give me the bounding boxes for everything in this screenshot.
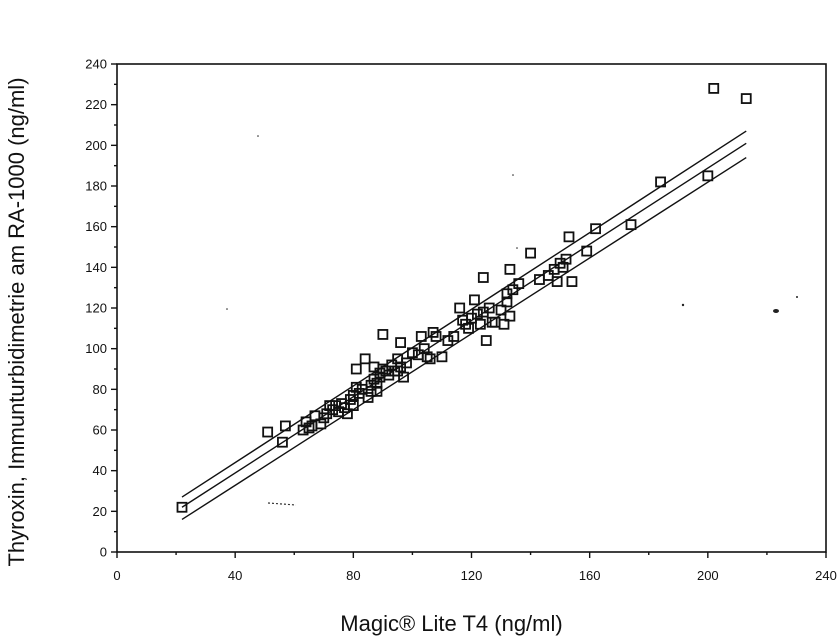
regression-line [181,156,747,521]
data-point [477,272,489,283]
data-point [176,501,188,513]
data-point [436,351,448,363]
data-point [472,308,483,320]
x-tick-label: 200 [697,568,719,583]
data-point [590,223,601,235]
data-point [507,284,519,296]
data-point [395,337,407,348]
y-tick-label: 40 [93,463,107,478]
regression-line [181,130,747,498]
data-point [407,347,418,359]
data-point [563,231,575,243]
data-point [513,278,525,290]
data-point [342,408,353,420]
data-point [495,304,507,316]
data-point [474,318,486,330]
scan-artifacts [226,135,798,506]
y-tick-label: 240 [85,57,107,72]
y-tick-label: 60 [93,423,107,438]
data-point [303,422,315,434]
y-axis-title-group: Thyroxin, Immunturbidimetrie am RA-1000 … [4,77,29,566]
data-point [362,392,374,403]
data-point [277,436,288,448]
data-point [542,270,554,281]
data-point [347,400,359,412]
data-point [448,331,460,342]
data-point [430,331,442,342]
data-point [480,335,492,346]
y-tick-label: 220 [85,97,107,112]
data-point [359,353,371,365]
data-point [551,276,563,287]
y-axis: 0 20 40 60 80 100 120 140 160 180 200 220 240 [85,57,117,560]
data-point [483,302,495,314]
y-tick-label: 80 [93,382,107,397]
y-tick-label: 200 [85,138,107,153]
y-tick-label: 20 [93,504,107,519]
data-point [525,247,536,259]
x-tick-label: 80 [346,568,360,583]
data-point [415,331,427,342]
data-point [279,420,291,432]
data-point [262,426,274,438]
data-point [365,379,377,391]
y-tick-label: 0 [100,545,107,560]
x-tick-label: 160 [579,568,601,583]
data-point [708,83,720,94]
data-point [424,353,436,365]
data-point [371,385,383,397]
x-tick-label: 240 [815,568,837,583]
data-point [377,329,389,340]
data-point [581,245,593,257]
data-point [655,176,666,188]
y-tick-label: 100 [85,341,107,356]
data-point [365,385,377,397]
y-tick-label: 180 [85,179,107,194]
data-point [504,263,516,275]
data-point [702,170,714,182]
data-point [625,219,637,231]
y-tick-label: 120 [85,301,107,316]
data-point [504,310,516,322]
x-axis-title: Magic® Lite T4 (ng/ml) [340,611,562,636]
x-axis: 0 40 80 120 160 200 240 [113,552,837,583]
data-point [469,294,480,306]
x-tick-label: 0 [113,568,120,583]
plot-frame [116,63,827,553]
data-point [740,93,752,104]
data-point [350,363,362,375]
data-point [463,322,474,334]
data-point [454,302,466,314]
data-points [176,83,752,513]
data-point [315,418,327,430]
y-tick-label: 160 [85,219,107,234]
data-point [421,351,433,363]
data-point [398,371,409,383]
y-tick-label: 140 [85,260,107,275]
data-point [401,357,412,369]
x-tick-label: 40 [228,568,242,583]
y-axis-title: Thyroxin, Immunturbidimetrie am RA-1000 … [4,77,29,566]
data-point [566,276,578,287]
x-tick-label: 120 [461,568,483,583]
data-point [350,381,362,393]
data-point [560,253,572,265]
data-point [498,318,510,330]
